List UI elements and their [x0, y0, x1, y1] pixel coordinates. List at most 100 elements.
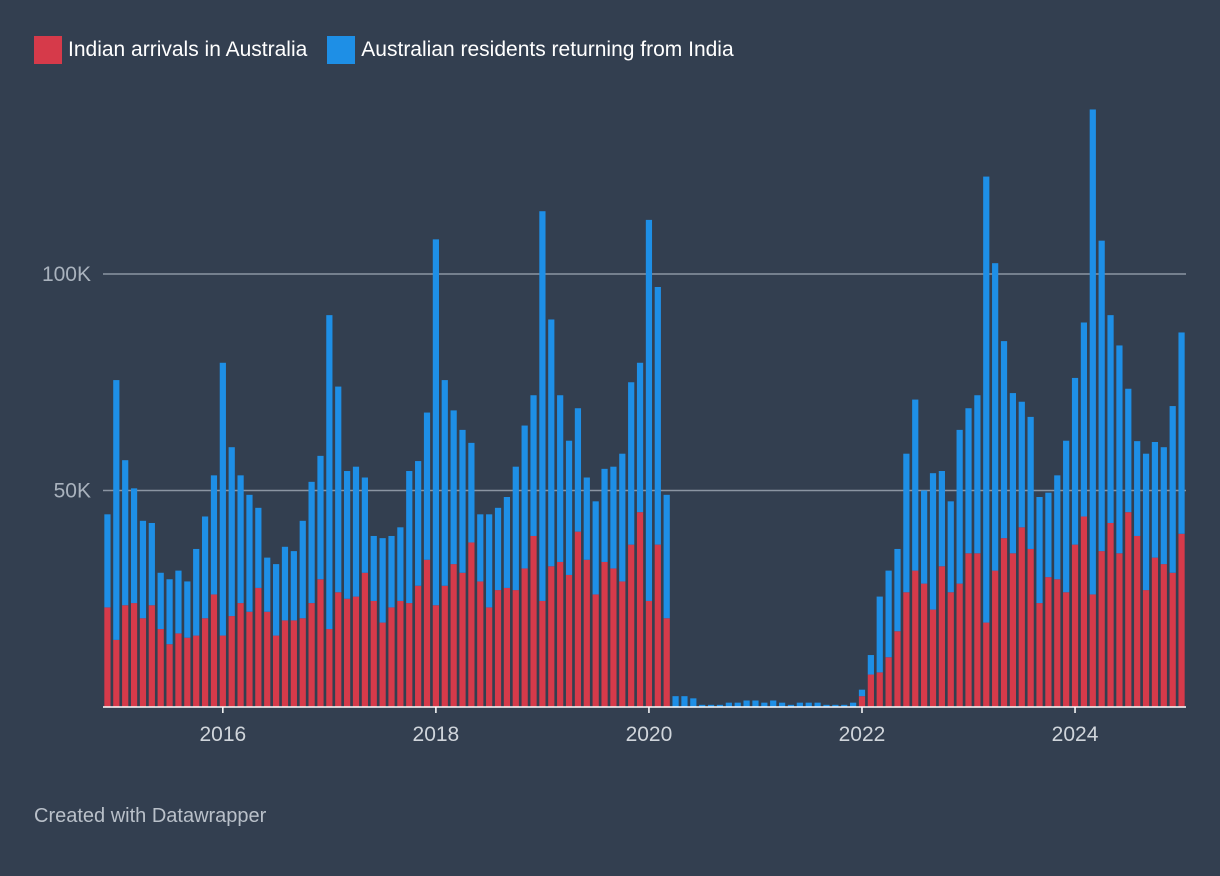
- bar-residents-returning-12: [210, 475, 218, 595]
- bar-indian-arrivals-56: [601, 561, 608, 707]
- y-tick-label-50K: 50K: [54, 480, 91, 503]
- bar-residents-returning-49: [539, 211, 546, 601]
- bar-residents-returning-117: [1142, 453, 1150, 591]
- bar-indian-arrivals-104: [1027, 548, 1034, 707]
- bar-indian-arrivals-31: [379, 622, 386, 707]
- bar-indian-arrivals-61: [645, 600, 653, 707]
- bar-indian-arrivals-86: [867, 674, 874, 707]
- bar-residents-returning-11: [201, 516, 209, 619]
- bar-indian-arrivals-0: [104, 607, 111, 707]
- bar-indian-arrivals-32: [388, 607, 395, 707]
- bar-indian-arrivals-1: [113, 639, 120, 707]
- bar-residents-returning-13: [219, 362, 226, 636]
- x-tick-label-2018: 2018: [413, 723, 460, 746]
- bar-residents-returning-6: [157, 572, 164, 630]
- bar-residents-returning-120: [1169, 406, 1176, 573]
- bar-residents-returning-37: [432, 239, 439, 606]
- bar-residents-returning-23: [308, 481, 315, 604]
- bar-residents-returning-95: [947, 501, 954, 593]
- bar-residents-returning-92: [921, 490, 928, 584]
- bar-indian-arrivals-10: [193, 635, 200, 707]
- bar-indian-arrivals-50: [548, 566, 555, 707]
- bar-residents-returning-105: [1036, 497, 1043, 604]
- bar-indian-arrivals-57: [610, 568, 617, 707]
- bar-residents-returning-67: [699, 704, 706, 707]
- bar-residents-returning-21: [290, 551, 297, 621]
- legend-swatch-indian-arrivals: [34, 36, 62, 64]
- bar-indian-arrivals-21: [290, 620, 297, 707]
- bar-residents-returning-30: [370, 535, 377, 601]
- bar-residents-returning-63: [663, 494, 670, 619]
- bar-residents-returning-64: [672, 696, 679, 707]
- bar-indian-arrivals-14: [228, 616, 235, 707]
- bar-residents-returning-2: [122, 460, 129, 606]
- bar-indian-arrivals-39: [450, 564, 457, 707]
- bar-indian-arrivals-15: [237, 603, 244, 707]
- bar-residents-returning-96: [956, 429, 963, 584]
- bar-indian-arrivals-121: [1178, 533, 1185, 707]
- bar-residents-returning-40: [459, 429, 466, 573]
- bar-residents-returning-7: [166, 579, 173, 645]
- bar-residents-returning-111: [1089, 109, 1096, 595]
- bar-residents-returning-20: [281, 546, 289, 621]
- bar-residents-returning-106: [1045, 492, 1052, 578]
- bar-indian-arrivals-26: [335, 592, 342, 707]
- bar-residents-returning-43: [486, 514, 493, 608]
- bar-residents-returning-82: [832, 704, 839, 707]
- bar-indian-arrivals-54: [583, 559, 590, 707]
- bar-indian-arrivals-43: [486, 607, 493, 707]
- bar-indian-arrivals-19: [273, 635, 280, 707]
- bar-indian-arrivals-8: [175, 633, 182, 707]
- bar-residents-returning-14: [228, 447, 235, 617]
- bar-indian-arrivals-44: [494, 590, 502, 707]
- bar-residents-returning-48: [530, 395, 537, 536]
- bar-residents-returning-34: [406, 471, 413, 604]
- bar-indian-arrivals-52: [565, 574, 573, 707]
- bar-indian-arrivals-41: [468, 542, 475, 707]
- bar-indian-arrivals-62: [654, 544, 661, 708]
- bar-indian-arrivals-63: [663, 618, 670, 707]
- bar-indian-arrivals-7: [166, 644, 173, 707]
- bar-residents-returning-100: [992, 263, 999, 571]
- bar-indian-arrivals-99: [983, 622, 990, 707]
- bar-indian-arrivals-37: [432, 605, 439, 707]
- bar-indian-arrivals-85: [858, 696, 866, 707]
- bar-indian-arrivals-97: [965, 553, 972, 707]
- bar-indian-arrivals-30: [370, 600, 377, 707]
- bar-indian-arrivals-95: [947, 592, 954, 707]
- bar-residents-returning-108: [1063, 440, 1070, 593]
- bar-residents-returning-98: [974, 395, 981, 554]
- bar-residents-returning-15: [237, 475, 244, 604]
- bar-residents-returning-42: [477, 514, 484, 582]
- bar-indian-arrivals-42: [477, 581, 484, 707]
- bar-residents-returning-18: [264, 557, 271, 612]
- bar-indian-arrivals-12: [210, 594, 218, 707]
- bar-residents-returning-50: [548, 319, 555, 567]
- bar-residents-returning-3: [130, 488, 138, 604]
- bar-residents-returning-57: [610, 466, 617, 569]
- bar-residents-returning-5: [148, 522, 155, 606]
- bar-residents-returning-28: [352, 466, 360, 597]
- bar-residents-returning-36: [423, 412, 431, 560]
- bar-indian-arrivals-22: [299, 618, 306, 707]
- bar-residents-returning-112: [1098, 240, 1105, 552]
- bar-residents-returning-4: [139, 520, 147, 619]
- bar-residents-returning-62: [654, 286, 661, 545]
- bar-indian-arrivals-119: [1160, 564, 1167, 707]
- bar-residents-returning-66: [690, 698, 697, 707]
- bar-residents-returning-79: [805, 702, 812, 707]
- bar-residents-returning-44: [494, 507, 502, 591]
- bar-residents-returning-39: [450, 410, 457, 565]
- bar-indian-arrivals-106: [1045, 577, 1052, 707]
- bar-residents-returning-32: [388, 535, 395, 608]
- legend-item-indian-arrivals: Indian arrivals in Australia: [34, 36, 307, 64]
- bar-residents-returning-87: [876, 596, 883, 673]
- bar-residents-returning-114: [1116, 345, 1123, 554]
- bar-residents-returning-84: [850, 702, 857, 707]
- bar-residents-returning-88: [885, 570, 892, 658]
- bar-residents-returning-103: [1018, 401, 1025, 528]
- bar-indian-arrivals-35: [415, 585, 422, 707]
- bar-indian-arrivals-28: [352, 596, 360, 707]
- bar-indian-arrivals-94: [938, 566, 945, 707]
